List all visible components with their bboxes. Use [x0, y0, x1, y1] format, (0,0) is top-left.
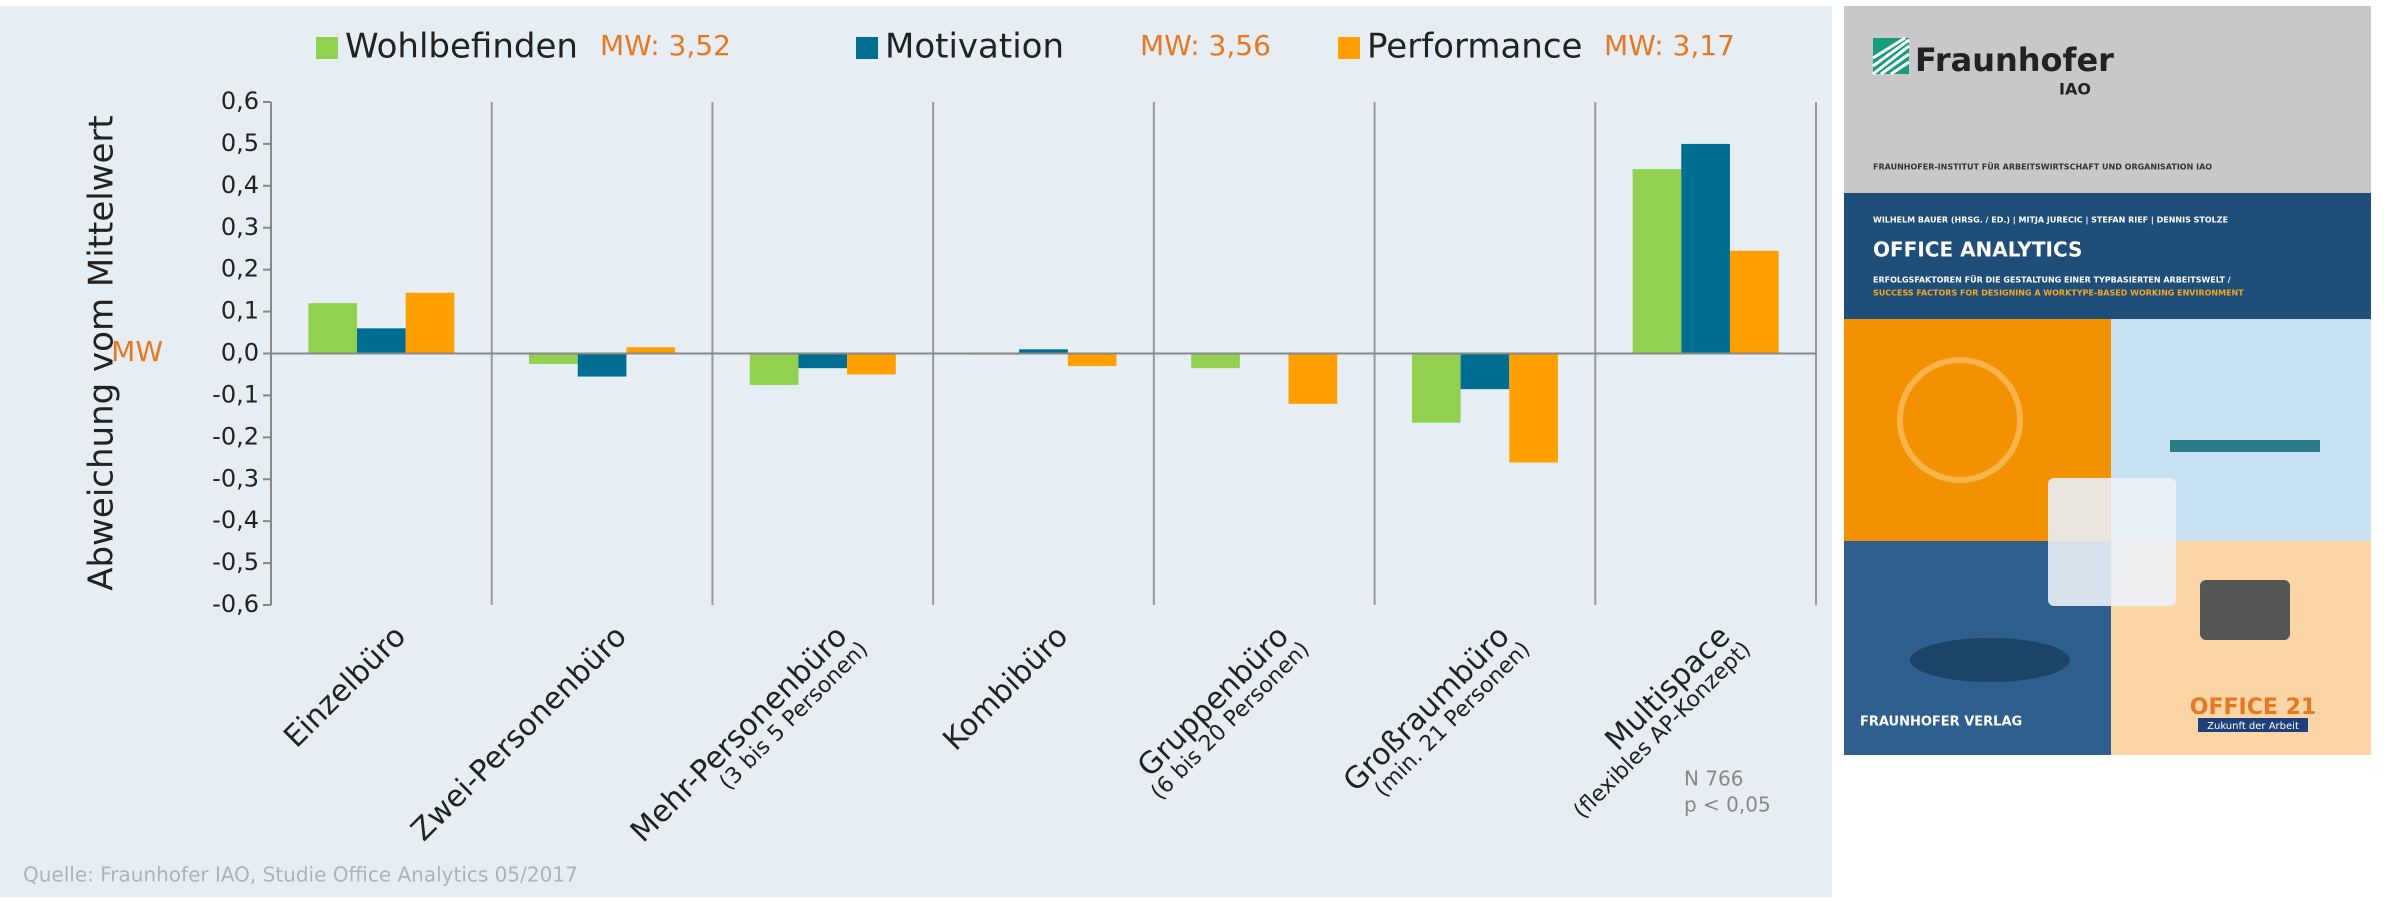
- cover-subtitle: ERFOLGSFAKTOREN FÜR DIE GESTALTUNG EINER…: [1873, 275, 2231, 285]
- bar: [1067, 353, 1117, 367]
- y-tick-label: 0,3: [221, 213, 259, 241]
- legend-label: Performance: [1367, 27, 1582, 67]
- book-cover: Fraunhofer IAO FRAUNHOFER-INSTITUT FÜR A…: [1844, 6, 2371, 755]
- bar: [529, 353, 578, 364]
- bar: [308, 303, 358, 354]
- logo-lines: [1872, 36, 1910, 76]
- institute: FRAUNHOFER-INSTITUT FÜR ARBEITSWIRTSCHAF…: [1873, 162, 2212, 172]
- logo-text: Fraunhofer: [1915, 41, 2114, 79]
- bar: [798, 353, 848, 369]
- y-tick-label: 0,1: [221, 297, 259, 325]
- illustration: [1897, 357, 2023, 483]
- authors: WILHELM BAUER (HRSG. / ED.) | MITJA JURE…: [1873, 216, 2228, 225]
- bar: [1191, 353, 1240, 369]
- y-tick-label: -0,2: [212, 422, 259, 450]
- bar: [1460, 353, 1510, 390]
- brand-bar: [2198, 718, 2308, 732]
- y-tick-label: -0,6: [212, 590, 259, 618]
- bar: [1729, 250, 1779, 354]
- cover-band: [1844, 193, 2371, 319]
- cover-title: OFFICE ANALYTICS: [1873, 238, 2082, 262]
- logo-mark: [1872, 36, 1910, 76]
- legend-mean: MW: 3,52: [600, 29, 731, 62]
- bar: [405, 292, 455, 354]
- y-tick-label: 0,2: [221, 255, 259, 283]
- y-tick-label: -0,3: [212, 464, 259, 492]
- bar: [1019, 349, 1068, 354]
- y-axis-label: Abweichung vom Mittelwert: [82, 115, 122, 590]
- bar: [357, 328, 406, 354]
- legend-mean: MW: 3,56: [1140, 29, 1271, 62]
- note: N 766: [1684, 767, 1744, 791]
- icon-tile: [2048, 478, 2176, 606]
- y-tick-label: 0,4: [221, 171, 259, 199]
- legend-swatch: [1338, 37, 1360, 59]
- y-tick-label: 0,6: [221, 87, 259, 115]
- legend-label: Wohlbefinden: [345, 27, 578, 67]
- y-tick-label: -0,4: [212, 506, 259, 534]
- logo-sub: IAO: [2059, 80, 2091, 99]
- note: p < 0,05: [1684, 793, 1771, 817]
- publisher: FRAUNHOFER VERLAG: [1860, 715, 2022, 730]
- zero-label: MW: [111, 335, 163, 368]
- y-tick-label: 0,5: [221, 129, 259, 157]
- legend-mean: MW: 3,17: [1604, 29, 1735, 62]
- bar: [1288, 353, 1338, 404]
- bar: [626, 347, 676, 354]
- illustration: [2170, 440, 2320, 452]
- cover-top: [1844, 6, 2371, 193]
- bar: [749, 353, 799, 385]
- bar: [577, 353, 627, 377]
- y-tick-label: -0,5: [212, 548, 259, 576]
- bar: [1509, 353, 1558, 463]
- bar: [1411, 353, 1461, 423]
- cover-subtitle-en: SUCCESS FACTORS FOR DESIGNING A WORKTYPE…: [1873, 289, 2244, 298]
- source: Quelle: Fraunhofer IAO, Studie Office An…: [23, 863, 578, 887]
- bar: [1681, 143, 1730, 354]
- brand-sub: Zukunft der Arbeit: [2207, 721, 2299, 732]
- y-tick-label: 0,0: [221, 339, 259, 367]
- legend-label: Motivation: [885, 27, 1064, 67]
- legend-swatch: [856, 37, 878, 59]
- legend-swatch: [316, 37, 338, 59]
- y-tick-label: -0,1: [212, 380, 259, 408]
- brand: OFFICE 21: [2190, 695, 2316, 720]
- bar: [847, 353, 896, 375]
- illustration: [2200, 580, 2290, 640]
- bar: [1632, 169, 1682, 354]
- illustration: [1910, 638, 2070, 682]
